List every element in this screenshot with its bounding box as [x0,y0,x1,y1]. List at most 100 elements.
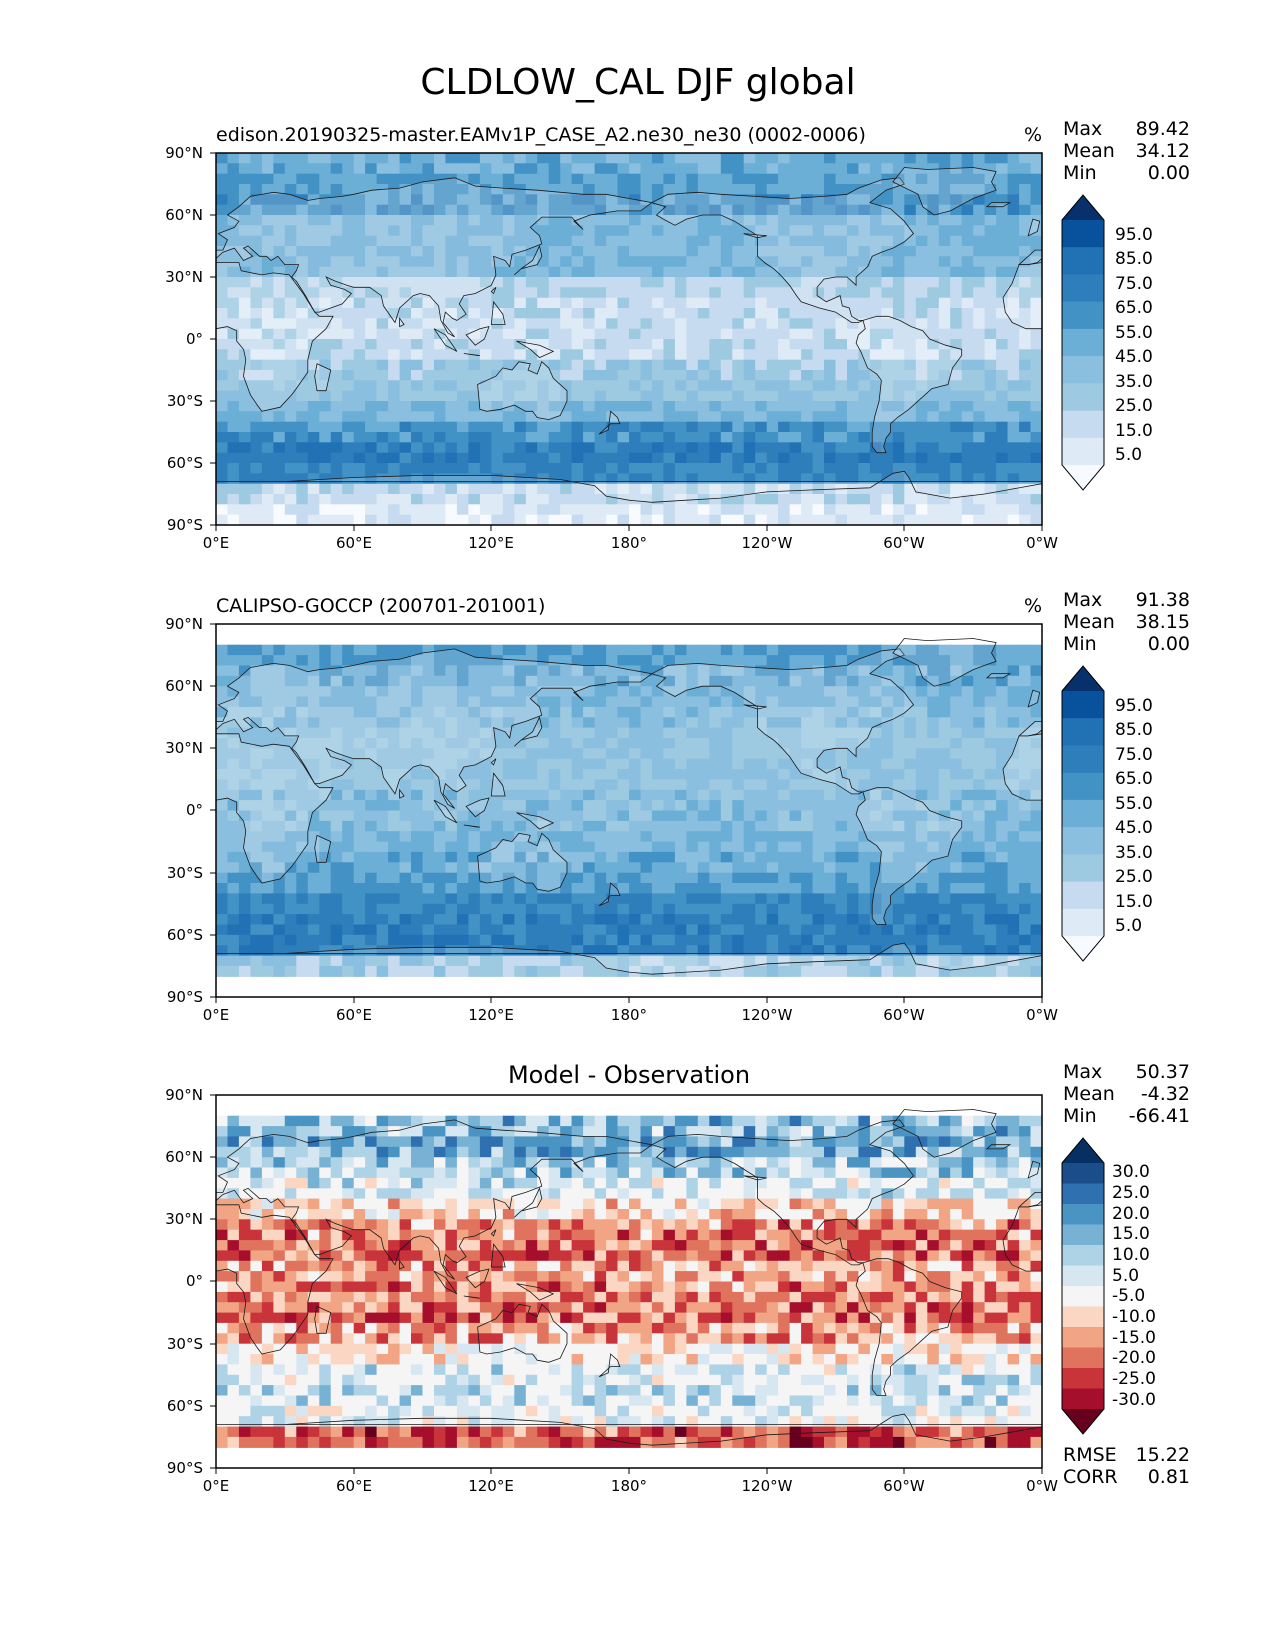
grid-cell [273,359,286,371]
grid-cell [434,655,447,667]
grid-cell [445,463,458,474]
grid-cell [663,359,676,371]
grid-cell [434,851,447,863]
grid-cell [766,914,779,926]
grid-cell [686,204,699,216]
grid-cell [1030,934,1042,946]
grid-cell [961,644,974,656]
grid-cell [227,504,240,516]
grid-cell [1019,924,1032,936]
grid-cell [904,153,917,164]
grid-cell [697,184,710,195]
grid-cell [629,810,642,822]
grid-cell [812,955,825,967]
grid-cell [927,655,940,667]
grid-cell [709,452,722,464]
grid-cell [629,831,642,843]
grid-cell [755,359,768,371]
grid-cell [525,463,538,474]
grid-cell [238,370,251,381]
grid-cell [847,644,860,656]
grid-cell [732,370,745,381]
grid-cell [548,287,561,299]
grid-cell [525,359,538,371]
grid-cell [594,235,607,247]
grid-cell [617,349,630,361]
grid-cell [491,339,504,350]
grid-cell [284,432,297,443]
grid-cell [411,246,424,257]
grid-cell [697,349,710,361]
grid-cell [663,173,676,185]
grid-cell [227,945,240,957]
grid-cell [766,349,779,361]
grid-cell [319,514,332,525]
grid-cell [961,903,974,915]
grid-cell [296,883,309,894]
grid-cell [456,851,469,863]
grid-cell [755,246,768,257]
grid-cell [307,204,320,216]
grid-cell [720,758,733,770]
grid-cell [629,473,642,485]
grid-cell [319,328,332,340]
grid-cell [502,686,515,698]
grid-cell [353,432,366,443]
grid-cell [594,297,607,309]
grid-cell [548,308,561,319]
grid-cell [915,308,928,319]
grid-cell [801,235,814,247]
grid-cell [502,483,515,495]
grid-cell [915,411,928,423]
grid-cell [663,841,676,853]
grid-cell [571,153,584,164]
grid-cell [342,163,355,175]
grid-cell [250,204,263,216]
grid-cell [812,390,825,402]
grid-cell [606,924,619,936]
grid-cell [411,810,424,822]
grid-cell [365,738,378,749]
grid-cell [629,779,642,791]
grid-cell [583,924,596,936]
grid-cell [651,390,664,402]
grid-cell [227,934,240,946]
grid-cell [388,851,401,863]
grid-cell [571,339,584,350]
grid-cell [1030,421,1042,433]
grid-cell [273,862,286,874]
grid-cell [422,934,435,946]
grid-cell [525,504,538,516]
grid-cell [330,831,343,843]
grid-cell [330,965,343,977]
grid-cell [388,841,401,853]
grid-cell [915,370,928,381]
grid-cell [824,246,837,257]
grid-cell [651,163,664,175]
grid-cell [789,831,802,843]
grid-cell [399,748,412,760]
grid-cell [651,934,664,946]
grid-cell [663,945,676,957]
grid-cell [697,655,710,667]
grid-cell [869,831,882,843]
grid-cell [961,204,974,216]
grid-cell [663,277,676,288]
grid-cell [319,370,332,381]
grid-cell [732,727,745,739]
grid-cell [617,665,630,677]
grid-cell [651,841,664,853]
grid-cell [789,442,802,454]
grid-cell [1007,349,1020,361]
grid-cell [571,841,584,853]
grid-cell [915,328,928,340]
grid-cell [583,204,596,216]
grid-cell [996,810,1009,822]
grid-cell [537,903,550,915]
grid-cell [388,225,401,237]
grid-cell [342,194,355,206]
grid-cell [961,225,974,237]
grid-cell [606,789,619,801]
grid-cell [824,204,837,216]
grid-cell [456,153,469,164]
